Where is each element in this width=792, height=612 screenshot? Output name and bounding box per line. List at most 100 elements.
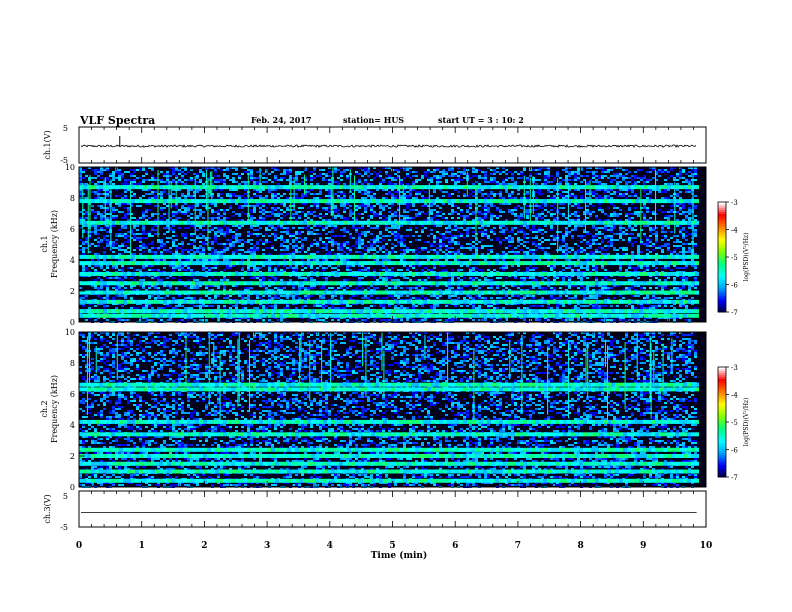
spectrogram-cell — [283, 173, 286, 175]
spectrogram-cell — [193, 247, 196, 249]
spectrogram-cell — [361, 193, 364, 195]
spectrogram-cell — [166, 225, 169, 227]
spectrogram-cell — [574, 269, 577, 271]
spectrogram-cell — [319, 169, 322, 171]
spectrogram-cell — [670, 209, 673, 211]
spectrogram-cell — [649, 167, 652, 169]
spectrogram-cell — [508, 197, 511, 199]
spectrogram-cell — [439, 215, 442, 217]
spectrogram-cell — [283, 245, 286, 247]
spectrogram-cell — [535, 219, 538, 221]
spectrogram-cell — [181, 171, 184, 173]
spectrogram-cell — [217, 179, 220, 181]
spectrogram-cell — [202, 205, 205, 207]
spectrogram-cell — [274, 195, 277, 197]
spectrogram-cell — [235, 235, 238, 237]
spectrogram-cell — [610, 235, 613, 237]
spectrogram-cell — [508, 209, 511, 211]
spectrogram-cell — [628, 225, 631, 227]
spectrogram-cell — [682, 205, 685, 207]
spectrogram-cell — [610, 227, 613, 229]
ch1-x-ticks — [78, 127, 707, 163]
spectrogram-cell — [547, 171, 550, 173]
spectrogram-cell — [676, 247, 679, 249]
spectrogram-cell — [505, 183, 508, 185]
spectrogram-cell — [298, 173, 301, 175]
spectrogram-cell — [544, 173, 547, 175]
spectrogram-cell — [586, 259, 589, 261]
spectrogram-cell — [328, 181, 331, 183]
spectrogram-cell — [187, 265, 190, 267]
spectrogram-cell — [97, 175, 100, 177]
spectrogram-cell — [550, 227, 553, 229]
spectrogram-cell — [253, 253, 256, 255]
spectrogram-cell — [310, 183, 313, 185]
spectrogram-cell — [412, 209, 415, 211]
spectrogram-cell — [502, 167, 505, 169]
spectrogram-cell — [160, 241, 163, 243]
spectrogram-cell — [157, 239, 160, 241]
spectrogram-cell — [247, 259, 250, 261]
spectrogram-cell — [277, 213, 280, 215]
spectrogram-cell — [493, 193, 496, 195]
spectrogram-cell — [127, 203, 130, 205]
spectrogram-cell — [310, 231, 313, 233]
spectrogram-cell — [517, 237, 520, 239]
spectrogram-cell — [157, 269, 160, 271]
spectrogram-cell — [286, 267, 289, 269]
spectrogram-cell — [544, 179, 547, 181]
spectrogram-cell — [178, 181, 181, 183]
spectrogram-cell — [496, 215, 499, 217]
spectrogram-cell — [370, 179, 373, 181]
spectrogram-cell — [499, 215, 502, 217]
spectrogram-cell — [319, 173, 322, 175]
spectrogram-cell — [421, 175, 424, 177]
spectrogram-cell — [268, 179, 271, 181]
spectrogram-cell — [337, 215, 340, 217]
spectrogram-cell — [373, 249, 376, 251]
spectrogram-cell — [529, 229, 532, 231]
spectrogram-cell — [166, 237, 169, 239]
spectrogram-cell — [595, 171, 598, 173]
spectrogram-cell — [601, 265, 604, 267]
spectrogram-cell — [586, 231, 589, 233]
spectrogram-cell — [154, 179, 157, 181]
spectrogram-cell — [520, 197, 523, 199]
spectrogram-cell — [565, 259, 568, 261]
spectrogram-cell — [196, 175, 199, 177]
spectrogram-cell — [643, 181, 646, 183]
spectrogram-cell — [331, 217, 334, 219]
spectrogram-cell — [97, 193, 100, 195]
spectrogram-cell — [88, 235, 91, 237]
spectrogram-cell — [544, 225, 547, 227]
spectrogram-cell — [373, 171, 376, 173]
spectrogram-cell — [616, 249, 619, 251]
spectrogram-cell — [403, 253, 406, 255]
spectrogram-cell — [82, 183, 85, 185]
spectrogram-cell — [121, 183, 124, 185]
spectrogram-cell — [481, 207, 484, 209]
spectrogram-cell — [367, 249, 370, 251]
spectrogram-cell — [172, 197, 175, 199]
spectrogram-cell — [658, 189, 661, 191]
spectrogram-cell — [97, 259, 100, 261]
spectrogram-cell — [433, 177, 436, 179]
spectrogram-cell — [223, 211, 226, 213]
spectrogram-cell — [208, 189, 211, 191]
spectrogram-cell — [559, 247, 562, 249]
spectrogram-cell — [268, 225, 271, 227]
spectrogram-cell — [178, 189, 181, 191]
spectrogram-cell — [673, 249, 676, 251]
spectrogram-cell — [307, 229, 310, 231]
spectrogram-cell — [367, 169, 370, 171]
spectrogram-cell — [670, 231, 673, 233]
spectrogram-cell — [301, 269, 304, 271]
spectrogram-cell — [262, 217, 265, 219]
spectrogram-cell — [595, 239, 598, 241]
spectrogram-cell — [577, 205, 580, 207]
spectrogram-cell — [190, 213, 193, 215]
spectrogram-cell — [202, 183, 205, 185]
spectrogram-cell — [694, 171, 697, 173]
spectrogram-cell — [364, 173, 367, 175]
spectrogram-cell — [301, 247, 304, 249]
